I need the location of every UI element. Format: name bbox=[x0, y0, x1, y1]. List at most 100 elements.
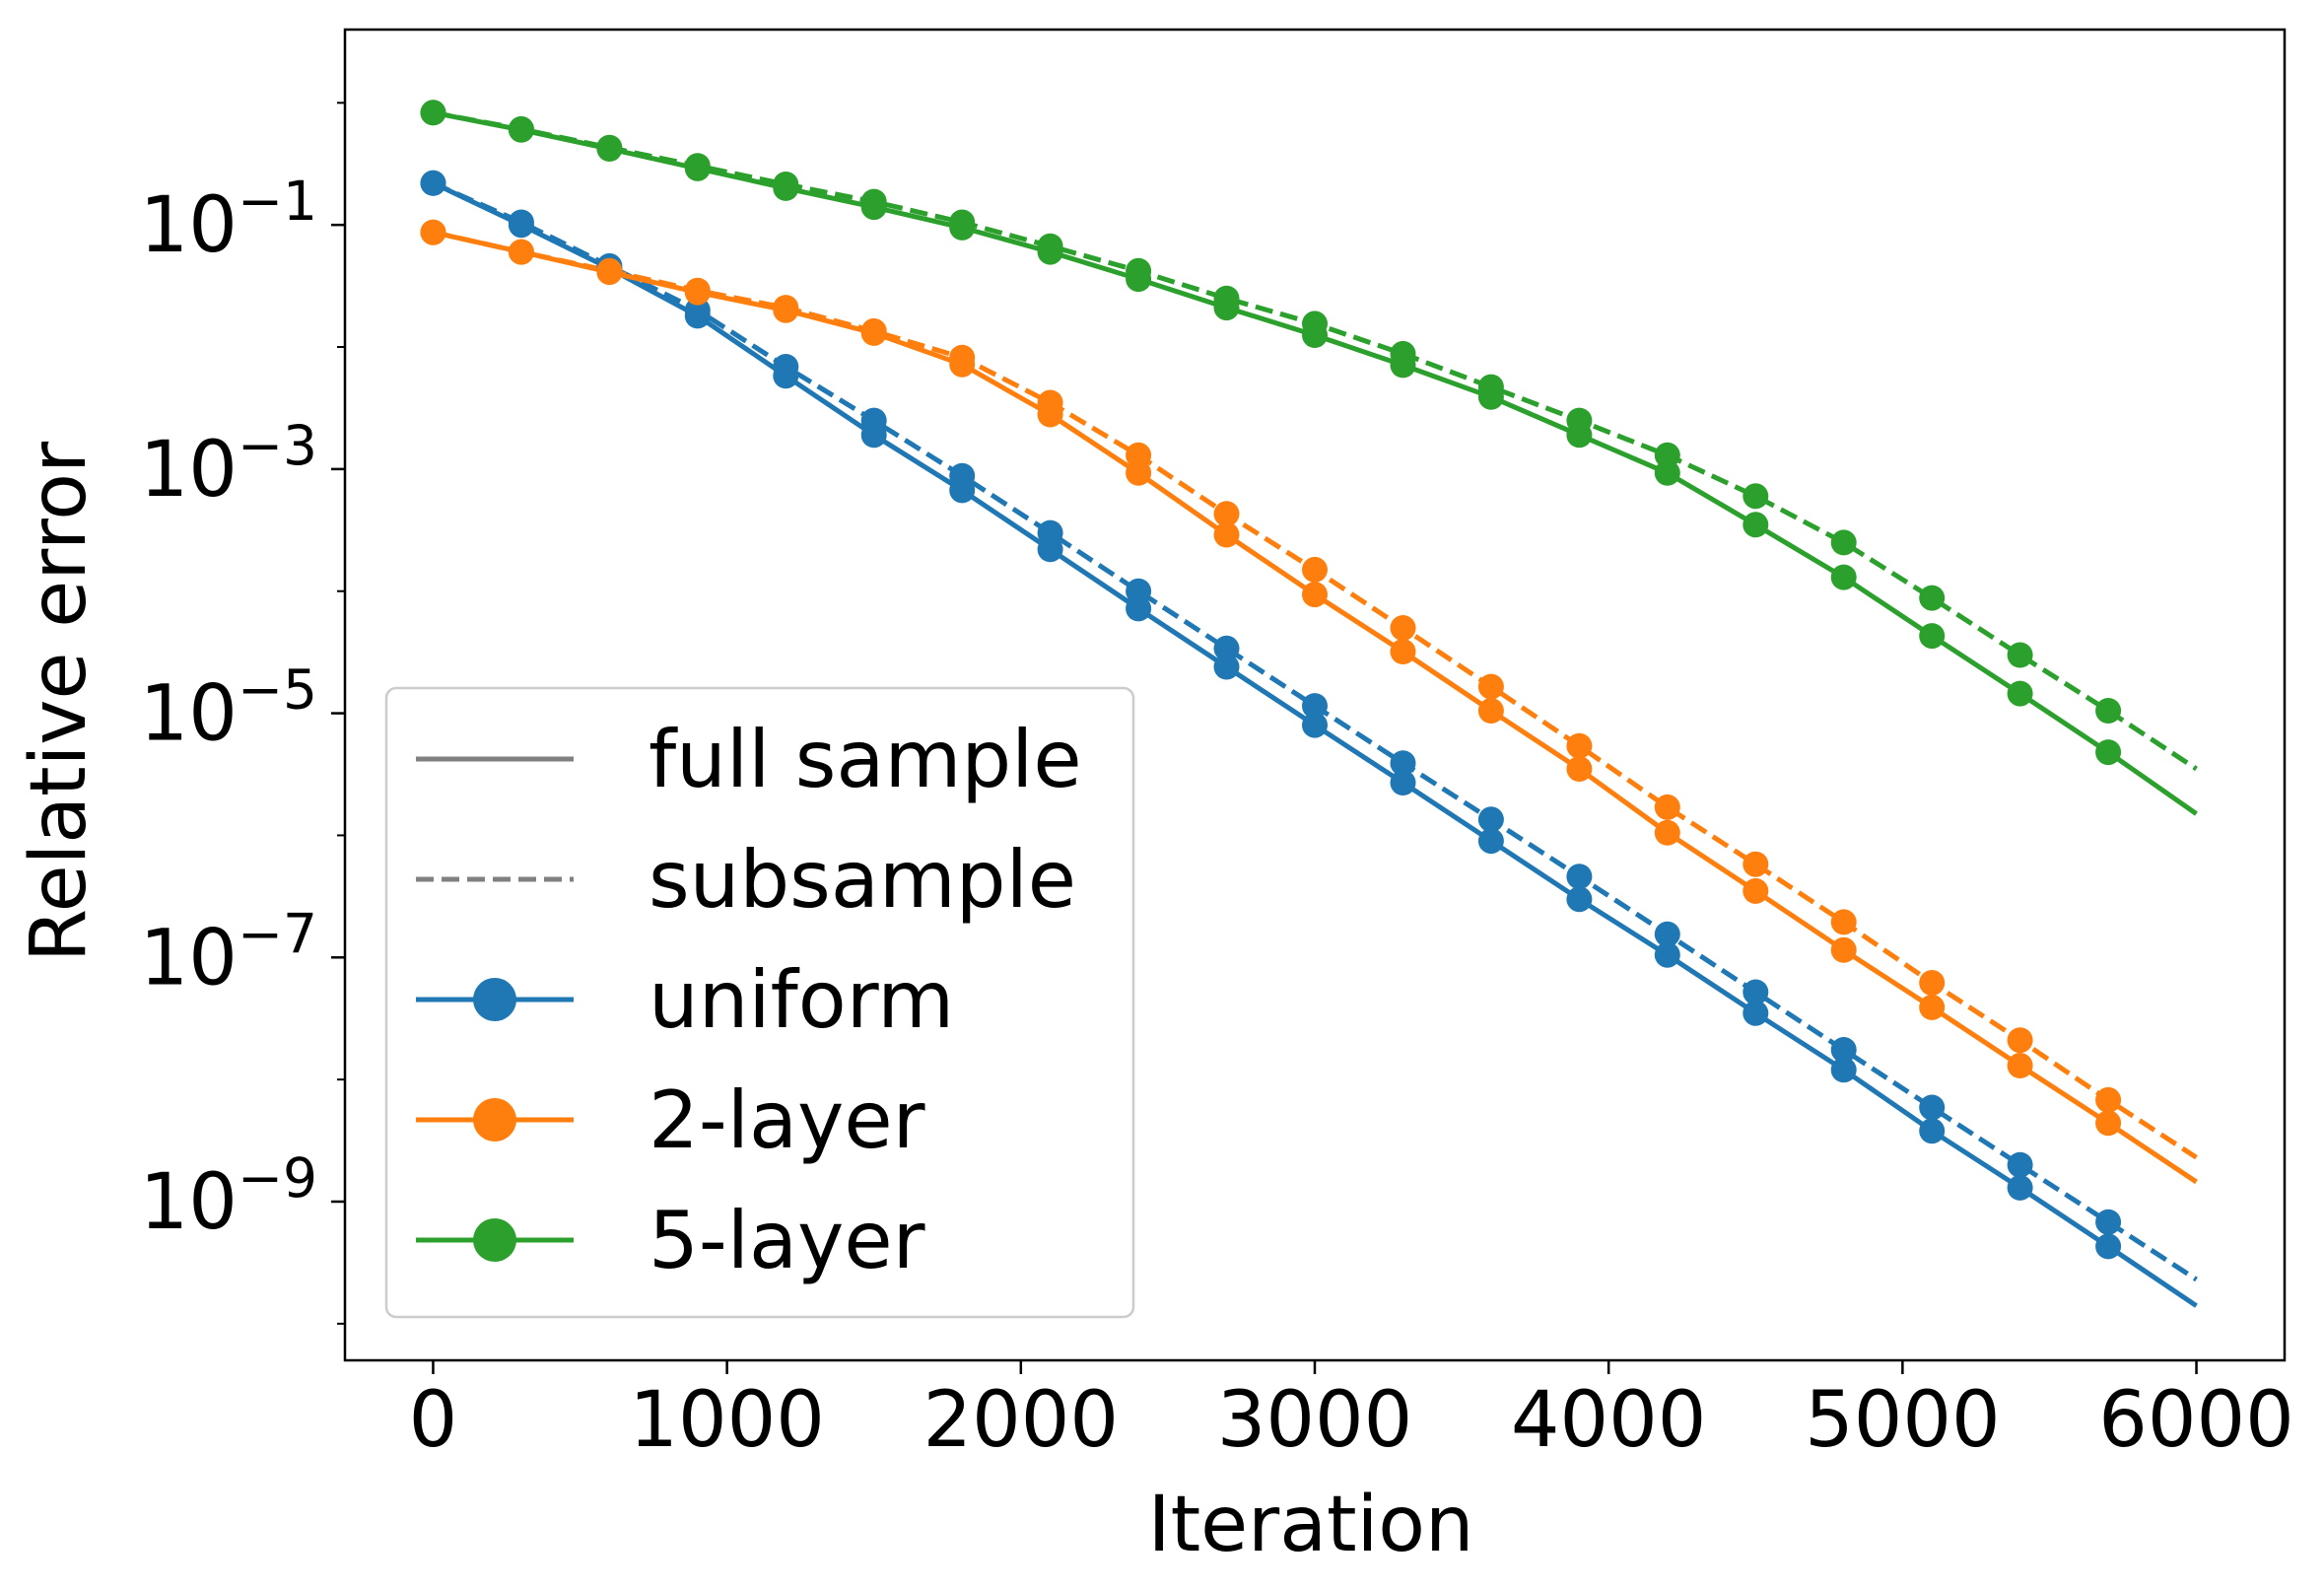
data-point-uniform-full-sample bbox=[1213, 654, 1240, 680]
data-point-2-layer-full-sample bbox=[1654, 819, 1680, 846]
data-point-2-layer-subsample bbox=[1654, 794, 1680, 820]
data-point-5-layer-subsample bbox=[1213, 285, 1240, 311]
data-point-2-layer-full-sample bbox=[1477, 698, 1504, 724]
data-point-uniform-full-sample bbox=[1919, 1118, 1946, 1144]
data-point-2-layer-subsample bbox=[1477, 673, 1504, 700]
data-point-2-layer-subsample bbox=[860, 317, 887, 344]
x-tick-label: 4000 bbox=[1511, 1376, 1707, 1465]
data-point-2-layer-full-sample bbox=[1390, 639, 1416, 664]
data-point-2-layer-full-sample bbox=[1126, 459, 1152, 486]
data-point-uniform-subsample bbox=[1477, 806, 1504, 833]
data-point-uniform-full-sample bbox=[1743, 1000, 1769, 1026]
data-point-2-layer-full-sample bbox=[2007, 1053, 2033, 1078]
data-point-uniform-full-sample bbox=[1302, 712, 1328, 738]
data-point-uniform-full-sample bbox=[2007, 1174, 2033, 1201]
legend-marker-5-layer bbox=[473, 1218, 516, 1262]
data-point-5-layer-full-sample bbox=[1743, 512, 1769, 538]
x-tick-label: 6000 bbox=[2098, 1376, 2294, 1465]
x-tick-label: 5000 bbox=[1805, 1376, 2001, 1465]
plot-area bbox=[420, 100, 2198, 1308]
data-point-5-layer-subsample bbox=[684, 153, 711, 179]
data-point-5-layer-subsample bbox=[1743, 483, 1769, 510]
data-point-2-layer-full-sample bbox=[1743, 877, 1769, 904]
data-point-2-layer-subsample bbox=[2007, 1027, 2033, 1054]
data-point-5-layer-subsample bbox=[420, 100, 446, 126]
data-point-5-layer-subsample bbox=[2007, 642, 2033, 668]
data-point-5-layer-subsample bbox=[1037, 233, 1063, 259]
legend-label: 2-layer bbox=[649, 1074, 925, 1166]
legend: full sample subsample uniform 2-layer 5-laye… bbox=[384, 686, 1135, 1319]
data-point-2-layer-subsample bbox=[1390, 615, 1416, 641]
legend-label: subsample bbox=[649, 834, 1076, 926]
data-point-uniform-subsample bbox=[949, 462, 976, 489]
y-tick-label: 10−7 bbox=[140, 902, 317, 1003]
data-point-2-layer-subsample bbox=[420, 219, 446, 245]
data-point-2-layer-full-sample bbox=[1919, 994, 1946, 1020]
data-point-uniform-subsample bbox=[1302, 693, 1328, 720]
data-point-2-layer-subsample bbox=[684, 277, 711, 304]
data-point-uniform-full-sample bbox=[1654, 941, 1680, 968]
data-point-5-layer-subsample bbox=[1390, 340, 1416, 367]
data-point-2-layer-subsample bbox=[773, 295, 799, 321]
legend-label: 5-layer bbox=[649, 1195, 925, 1286]
data-point-2-layer-full-sample bbox=[2095, 1110, 2122, 1137]
data-point-uniform-full-sample bbox=[1830, 1057, 1857, 1083]
legend-label: uniform bbox=[649, 954, 954, 1046]
data-point-5-layer-subsample bbox=[1566, 407, 1593, 434]
data-point-2-layer-subsample bbox=[596, 257, 623, 284]
data-point-uniform-subsample bbox=[2007, 1151, 2033, 1178]
data-point-2-layer-subsample bbox=[508, 239, 534, 265]
data-point-uniform-subsample bbox=[1037, 519, 1063, 546]
data-point-2-layer-full-sample bbox=[1213, 521, 1240, 548]
data-point-5-layer-subsample bbox=[1654, 442, 1680, 468]
data-point-5-layer-full-sample bbox=[2095, 739, 2122, 766]
legend-label: full sample bbox=[649, 714, 1082, 805]
data-point-2-layer-subsample bbox=[1830, 909, 1857, 935]
data-point-5-layer-subsample bbox=[773, 172, 799, 197]
y-tick-label: 10−5 bbox=[140, 658, 317, 759]
data-point-uniform-full-sample bbox=[1477, 828, 1504, 855]
legend-marker-uniform bbox=[473, 978, 516, 1021]
data-point-2-layer-subsample bbox=[1126, 442, 1152, 468]
data-point-5-layer-subsample bbox=[860, 188, 887, 215]
x-tick-label: 2000 bbox=[923, 1376, 1120, 1465]
data-point-uniform-subsample bbox=[1566, 864, 1593, 890]
data-point-uniform-subsample bbox=[1126, 578, 1152, 604]
data-point-2-layer-subsample bbox=[1566, 732, 1593, 759]
y-tick-label: 10−1 bbox=[140, 170, 317, 270]
data-point-uniform-subsample bbox=[773, 354, 799, 380]
data-point-uniform-full-sample bbox=[2095, 1233, 2122, 1260]
data-point-5-layer-subsample bbox=[1302, 311, 1328, 337]
data-point-2-layer-full-sample bbox=[1830, 936, 1857, 963]
data-point-5-layer-full-sample bbox=[1654, 459, 1680, 486]
data-point-uniform-full-sample bbox=[1566, 886, 1593, 913]
data-point-uniform-subsample bbox=[2095, 1209, 2122, 1235]
data-point-5-layer-subsample bbox=[1477, 374, 1504, 400]
data-point-5-layer-subsample bbox=[596, 134, 623, 161]
data-point-uniform-subsample bbox=[1919, 1094, 1946, 1121]
data-point-uniform-subsample bbox=[1830, 1037, 1857, 1063]
data-point-uniform-subsample bbox=[508, 209, 534, 236]
x-tick-label: 0 bbox=[409, 1376, 458, 1465]
data-point-uniform-full-sample bbox=[1390, 770, 1416, 796]
data-point-5-layer-full-sample bbox=[1830, 564, 1857, 590]
data-point-2-layer-subsample bbox=[1213, 501, 1240, 527]
data-point-5-layer-full-sample bbox=[2007, 680, 2033, 707]
y-axis-label: Relative error bbox=[15, 441, 103, 962]
data-point-2-layer-subsample bbox=[1919, 970, 1946, 996]
data-point-uniform-subsample bbox=[860, 407, 887, 434]
y-tick-label: 10−9 bbox=[140, 1146, 317, 1247]
data-point-uniform-subsample bbox=[1390, 750, 1416, 777]
data-point-2-layer-full-sample bbox=[1566, 756, 1593, 782]
legend-box bbox=[384, 686, 1135, 1319]
legend-marker-2-layer bbox=[473, 1098, 516, 1141]
data-point-5-layer-subsample bbox=[1919, 585, 1946, 611]
data-point-2-layer-subsample bbox=[2095, 1086, 2122, 1113]
data-point-2-layer-subsample bbox=[1037, 389, 1063, 416]
data-point-2-layer-subsample bbox=[1302, 556, 1328, 583]
data-point-uniform-subsample bbox=[1743, 979, 1769, 1005]
data-point-uniform-subsample bbox=[1654, 921, 1680, 947]
data-point-uniform-subsample bbox=[684, 297, 711, 323]
